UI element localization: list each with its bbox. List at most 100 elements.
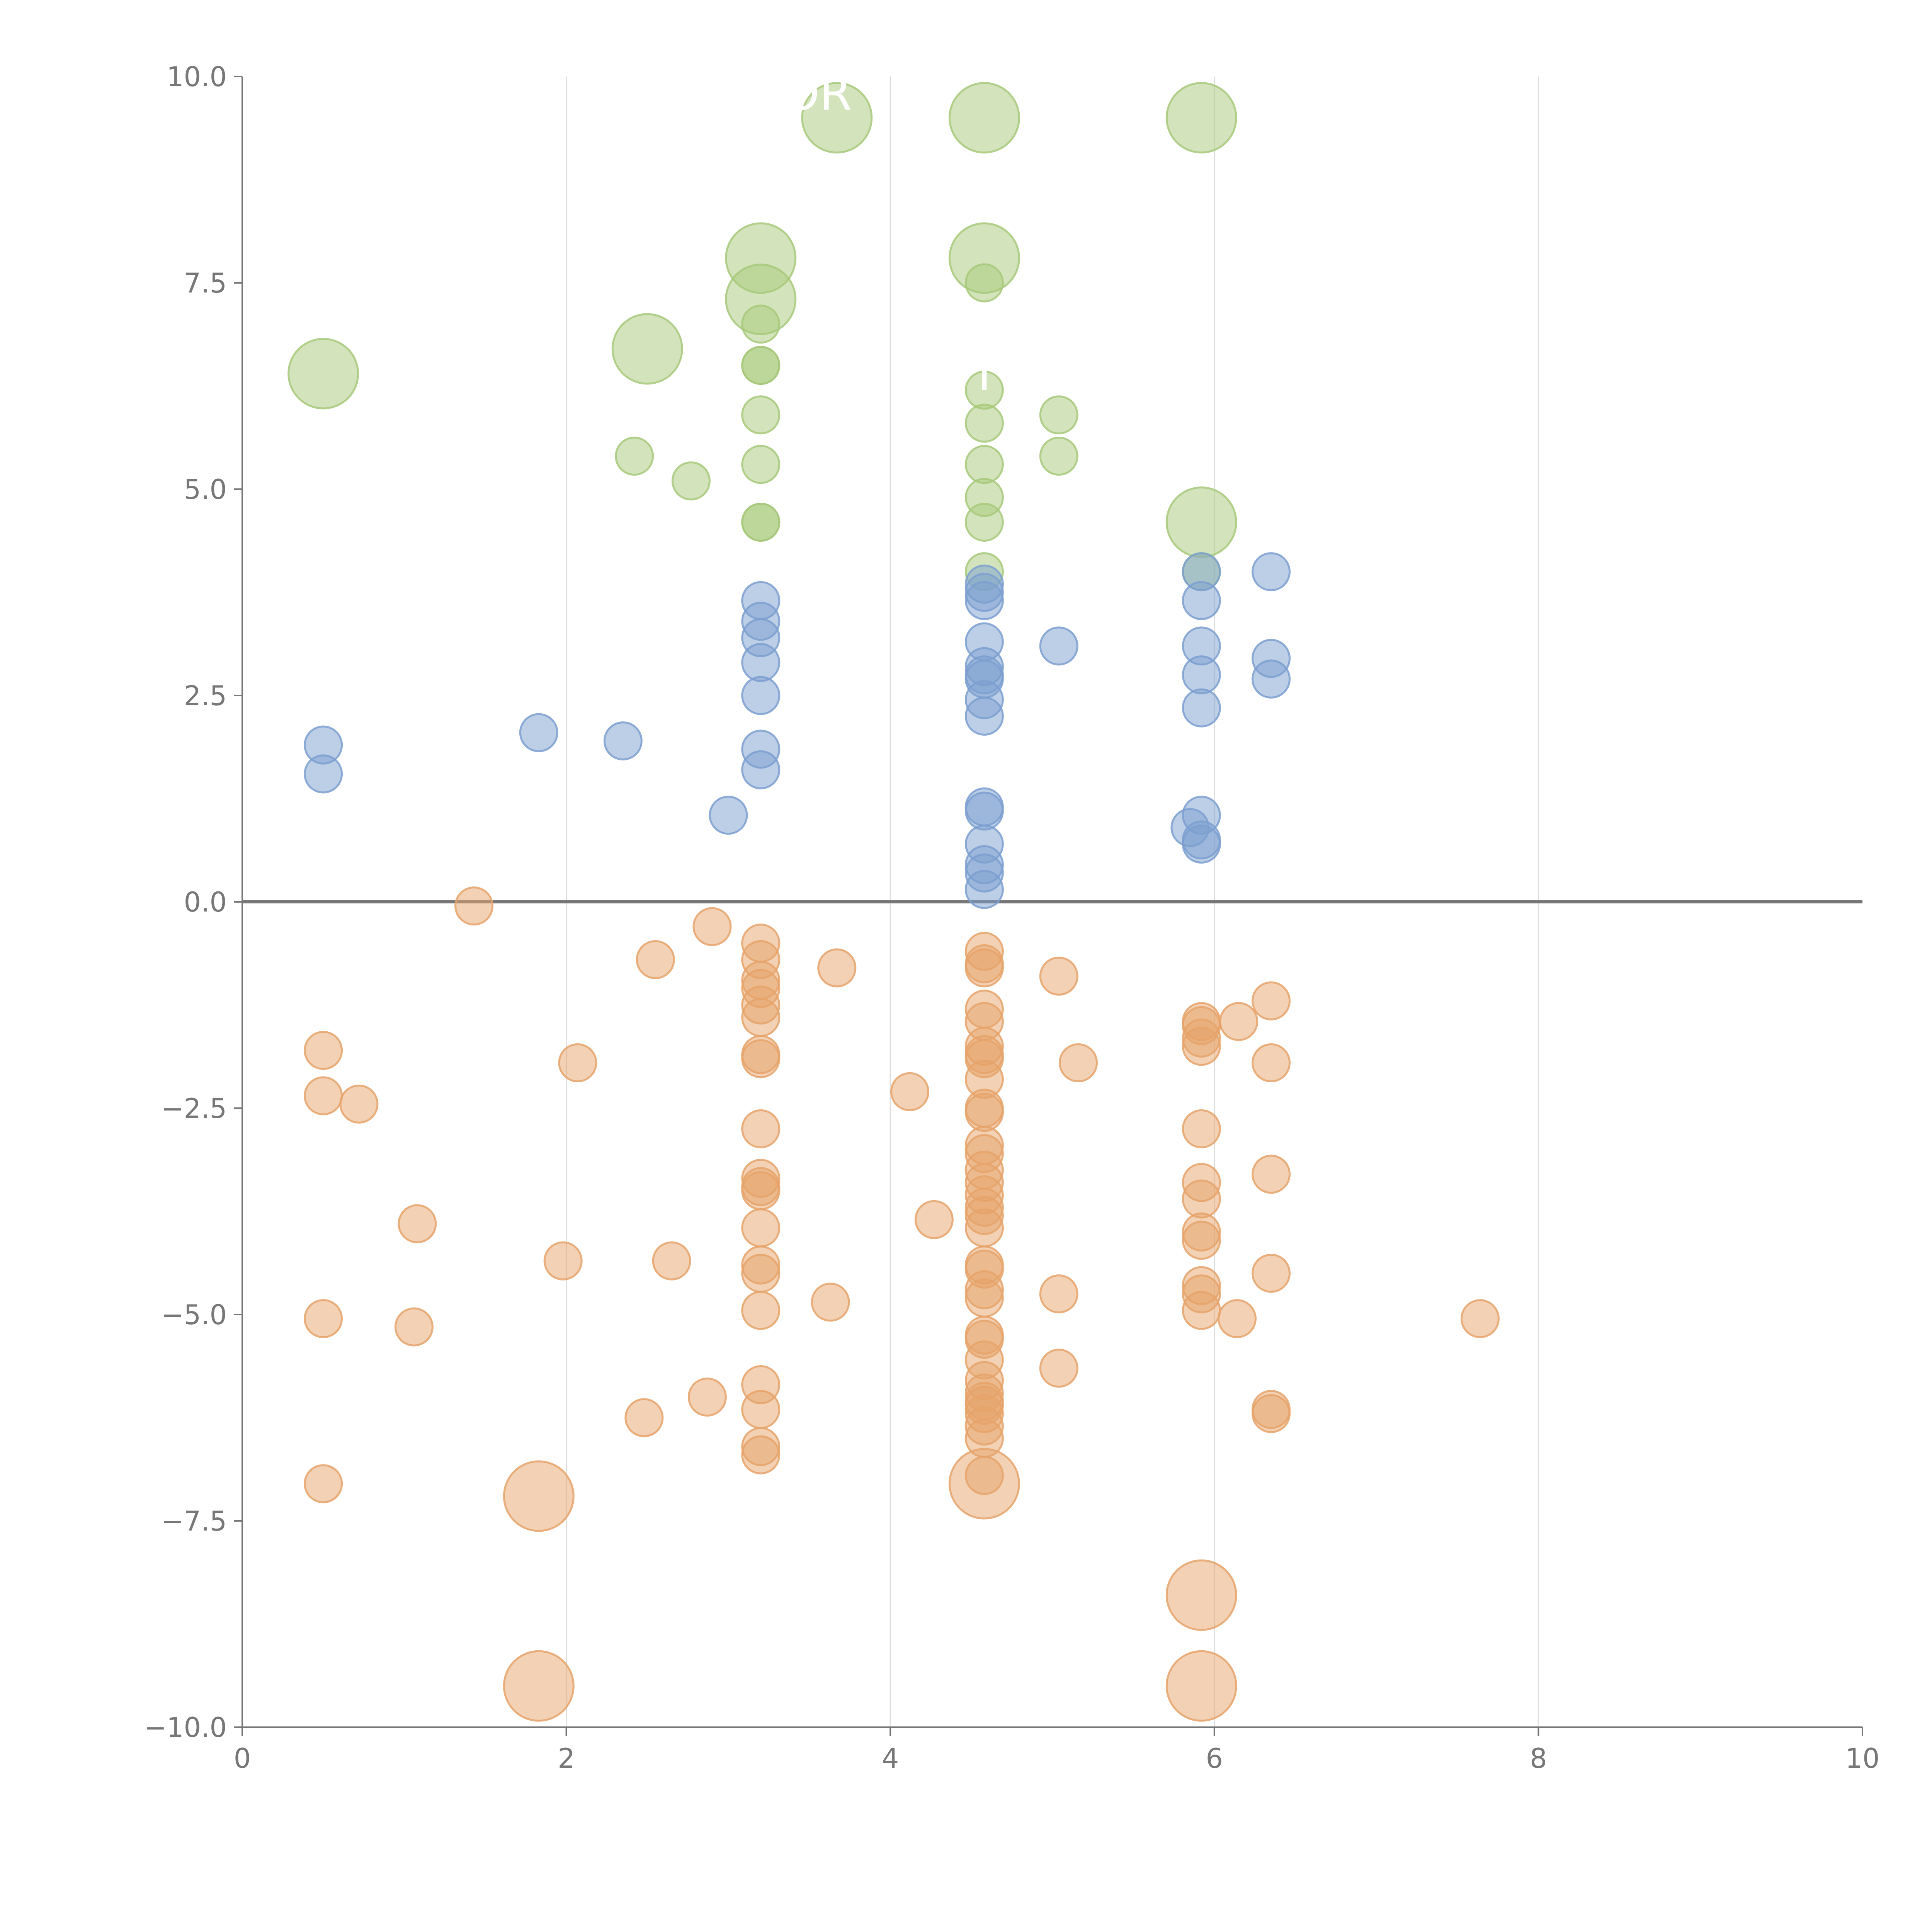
- point-orange-0: [503, 1460, 575, 1532]
- x-tick-label: 4: [882, 1743, 899, 1774]
- axis-ticks: 0 2 4 6 8 10 10.0 7.5 5.0 2.5 0.0 −2.5 −5.0 −7.5 −10.0: [144, 61, 1879, 1774]
- point-green-13: [741, 346, 781, 385]
- point-orange-16: [636, 940, 675, 980]
- point-orange-93: [1182, 1291, 1221, 1330]
- point-orange-39: [741, 1435, 781, 1475]
- point-green-14: [741, 395, 781, 435]
- point-blue-22: [964, 791, 1004, 831]
- y-tick-label: 0.0: [184, 886, 227, 918]
- point-orange-41: [817, 948, 857, 988]
- point-orange-7: [339, 1084, 379, 1124]
- point-blue-29: [1182, 581, 1221, 620]
- point-orange-19: [692, 907, 732, 946]
- point-green-7: [1165, 82, 1237, 154]
- y-tick-label: 7.5: [184, 267, 227, 299]
- point-orange-31: [741, 1171, 781, 1211]
- point-orange-27: [741, 1039, 781, 1078]
- point-orange-1: [503, 1650, 575, 1722]
- point-blue-9: [741, 676, 781, 715]
- point-orange-80: [1039, 1349, 1078, 1388]
- point-orange-96: [1252, 981, 1291, 1020]
- point-green-26: [1039, 437, 1078, 476]
- point-green-5: [948, 82, 1020, 154]
- point-orange-62: [964, 1208, 1004, 1248]
- point-orange-5: [304, 1031, 343, 1070]
- point-orange-8: [304, 1299, 343, 1338]
- point-green-4: [801, 82, 873, 154]
- point-orange-13: [543, 1241, 583, 1281]
- annotation-label: I: [978, 348, 991, 401]
- point-orange-40: [811, 1282, 850, 1322]
- point-blue-26: [964, 870, 1004, 909]
- point-green-8: [1165, 486, 1237, 558]
- point-blue-27: [1039, 626, 1078, 666]
- point-orange-43: [914, 1200, 954, 1239]
- point-orange-10: [398, 1204, 437, 1243]
- point-orange-25: [741, 998, 781, 1037]
- y-tick-label: −10.0: [144, 1712, 227, 1743]
- point-green-9: [615, 437, 654, 476]
- point-orange-86: [1182, 1109, 1221, 1148]
- y-tick-label: 10.0: [167, 61, 227, 93]
- point-orange-88: [1182, 1179, 1221, 1219]
- data-points: [287, 82, 1500, 1722]
- point-blue-36: [1182, 824, 1221, 864]
- point-green-17: [741, 502, 781, 542]
- point-orange-11: [394, 1307, 434, 1347]
- point-blue-37: [1252, 552, 1291, 592]
- point-orange-76: [964, 1418, 1004, 1458]
- point-blue-8: [741, 643, 781, 682]
- point-orange-99: [1252, 1253, 1291, 1293]
- point-orange-42: [890, 1072, 930, 1111]
- x-tick-label: 10: [1845, 1743, 1879, 1774]
- point-orange-32: [741, 1208, 781, 1248]
- x-tick-label: 2: [558, 1743, 575, 1774]
- point-blue-3: [603, 721, 643, 760]
- point-orange-18: [687, 1378, 727, 1417]
- x-tick-label: 8: [1530, 1743, 1547, 1774]
- point-orange-46: [964, 948, 1004, 988]
- point-orange-4: [1165, 1650, 1237, 1722]
- point-blue-1: [304, 754, 343, 794]
- y-tick-label: −7.5: [161, 1505, 227, 1537]
- point-green-20: [964, 403, 1004, 443]
- point-blue-4: [709, 796, 748, 835]
- y-tick-label: 5.0: [184, 474, 227, 505]
- point-orange-14: [558, 1043, 597, 1083]
- point-blue-11: [741, 750, 781, 789]
- point-orange-34: [741, 1253, 781, 1293]
- point-blue-32: [1182, 688, 1221, 728]
- point-orange-15: [624, 1398, 664, 1437]
- point-orange-77: [964, 1456, 1004, 1495]
- x-tick-label: 6: [1206, 1743, 1223, 1774]
- point-orange-97: [1252, 1043, 1291, 1083]
- point-green-0: [287, 338, 359, 410]
- point-orange-6: [304, 1076, 343, 1116]
- point-orange-98: [1252, 1155, 1291, 1194]
- point-orange-85: [1182, 1027, 1221, 1066]
- y-tick-label: −2.5: [161, 1093, 227, 1124]
- point-green-23: [964, 502, 1004, 542]
- point-orange-3: [1165, 1559, 1237, 1631]
- point-blue-20: [964, 696, 1004, 736]
- point-orange-28: [741, 1109, 781, 1148]
- point-blue-31: [1182, 655, 1221, 695]
- point-blue-2: [519, 713, 558, 752]
- point-orange-9: [304, 1464, 343, 1503]
- point-orange-102: [1460, 1299, 1500, 1338]
- point-green-10: [671, 461, 711, 501]
- point-orange-35: [741, 1291, 781, 1330]
- point-blue-39: [1252, 659, 1291, 699]
- point-orange-79: [1039, 1274, 1078, 1314]
- y-tick-label: 2.5: [184, 680, 227, 712]
- point-green-21: [964, 445, 1004, 484]
- point-green-11: [741, 304, 781, 344]
- point-orange-66: [964, 1278, 1004, 1318]
- x-tick-label: 0: [234, 1743, 251, 1774]
- point-orange-37: [741, 1390, 781, 1429]
- annotations: OR I: [783, 67, 991, 401]
- point-green-18: [964, 263, 1004, 303]
- point-orange-12: [454, 886, 494, 926]
- point-orange-54: [964, 1093, 1004, 1132]
- point-blue-14: [964, 581, 1004, 620]
